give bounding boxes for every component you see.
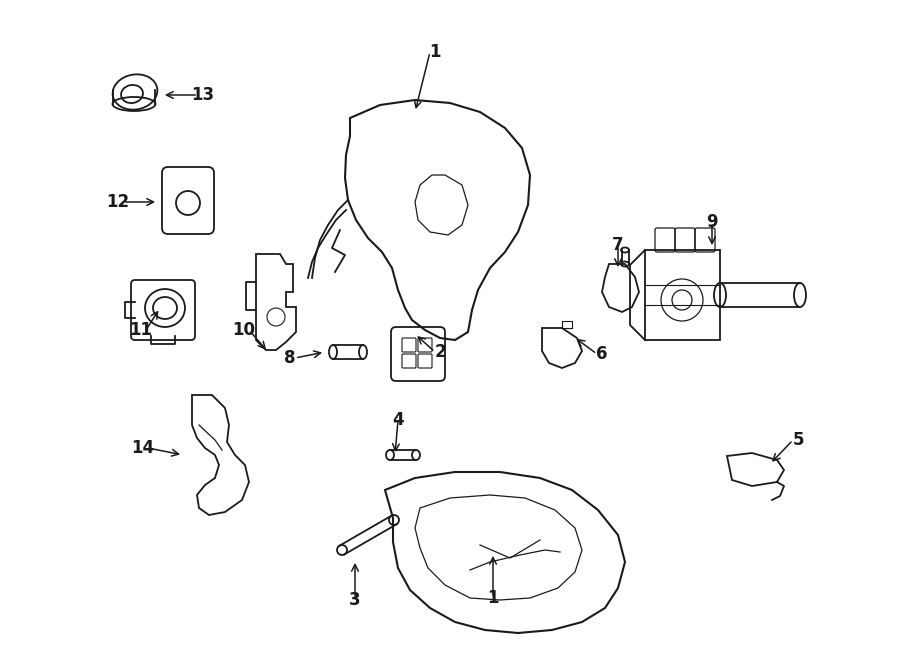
Text: 4: 4	[392, 411, 404, 429]
Text: 5: 5	[792, 431, 804, 449]
Text: 13: 13	[192, 86, 214, 104]
Text: 10: 10	[232, 321, 256, 339]
Text: 8: 8	[284, 349, 296, 367]
Text: 6: 6	[596, 345, 608, 363]
Text: 11: 11	[130, 321, 152, 339]
Text: 12: 12	[106, 193, 130, 211]
Text: 1: 1	[429, 43, 441, 61]
Text: 14: 14	[131, 439, 155, 457]
Text: 2: 2	[434, 343, 446, 361]
Text: 7: 7	[612, 236, 624, 254]
Text: 9: 9	[706, 213, 718, 231]
Text: 3: 3	[349, 591, 361, 609]
Text: 1: 1	[487, 589, 499, 607]
